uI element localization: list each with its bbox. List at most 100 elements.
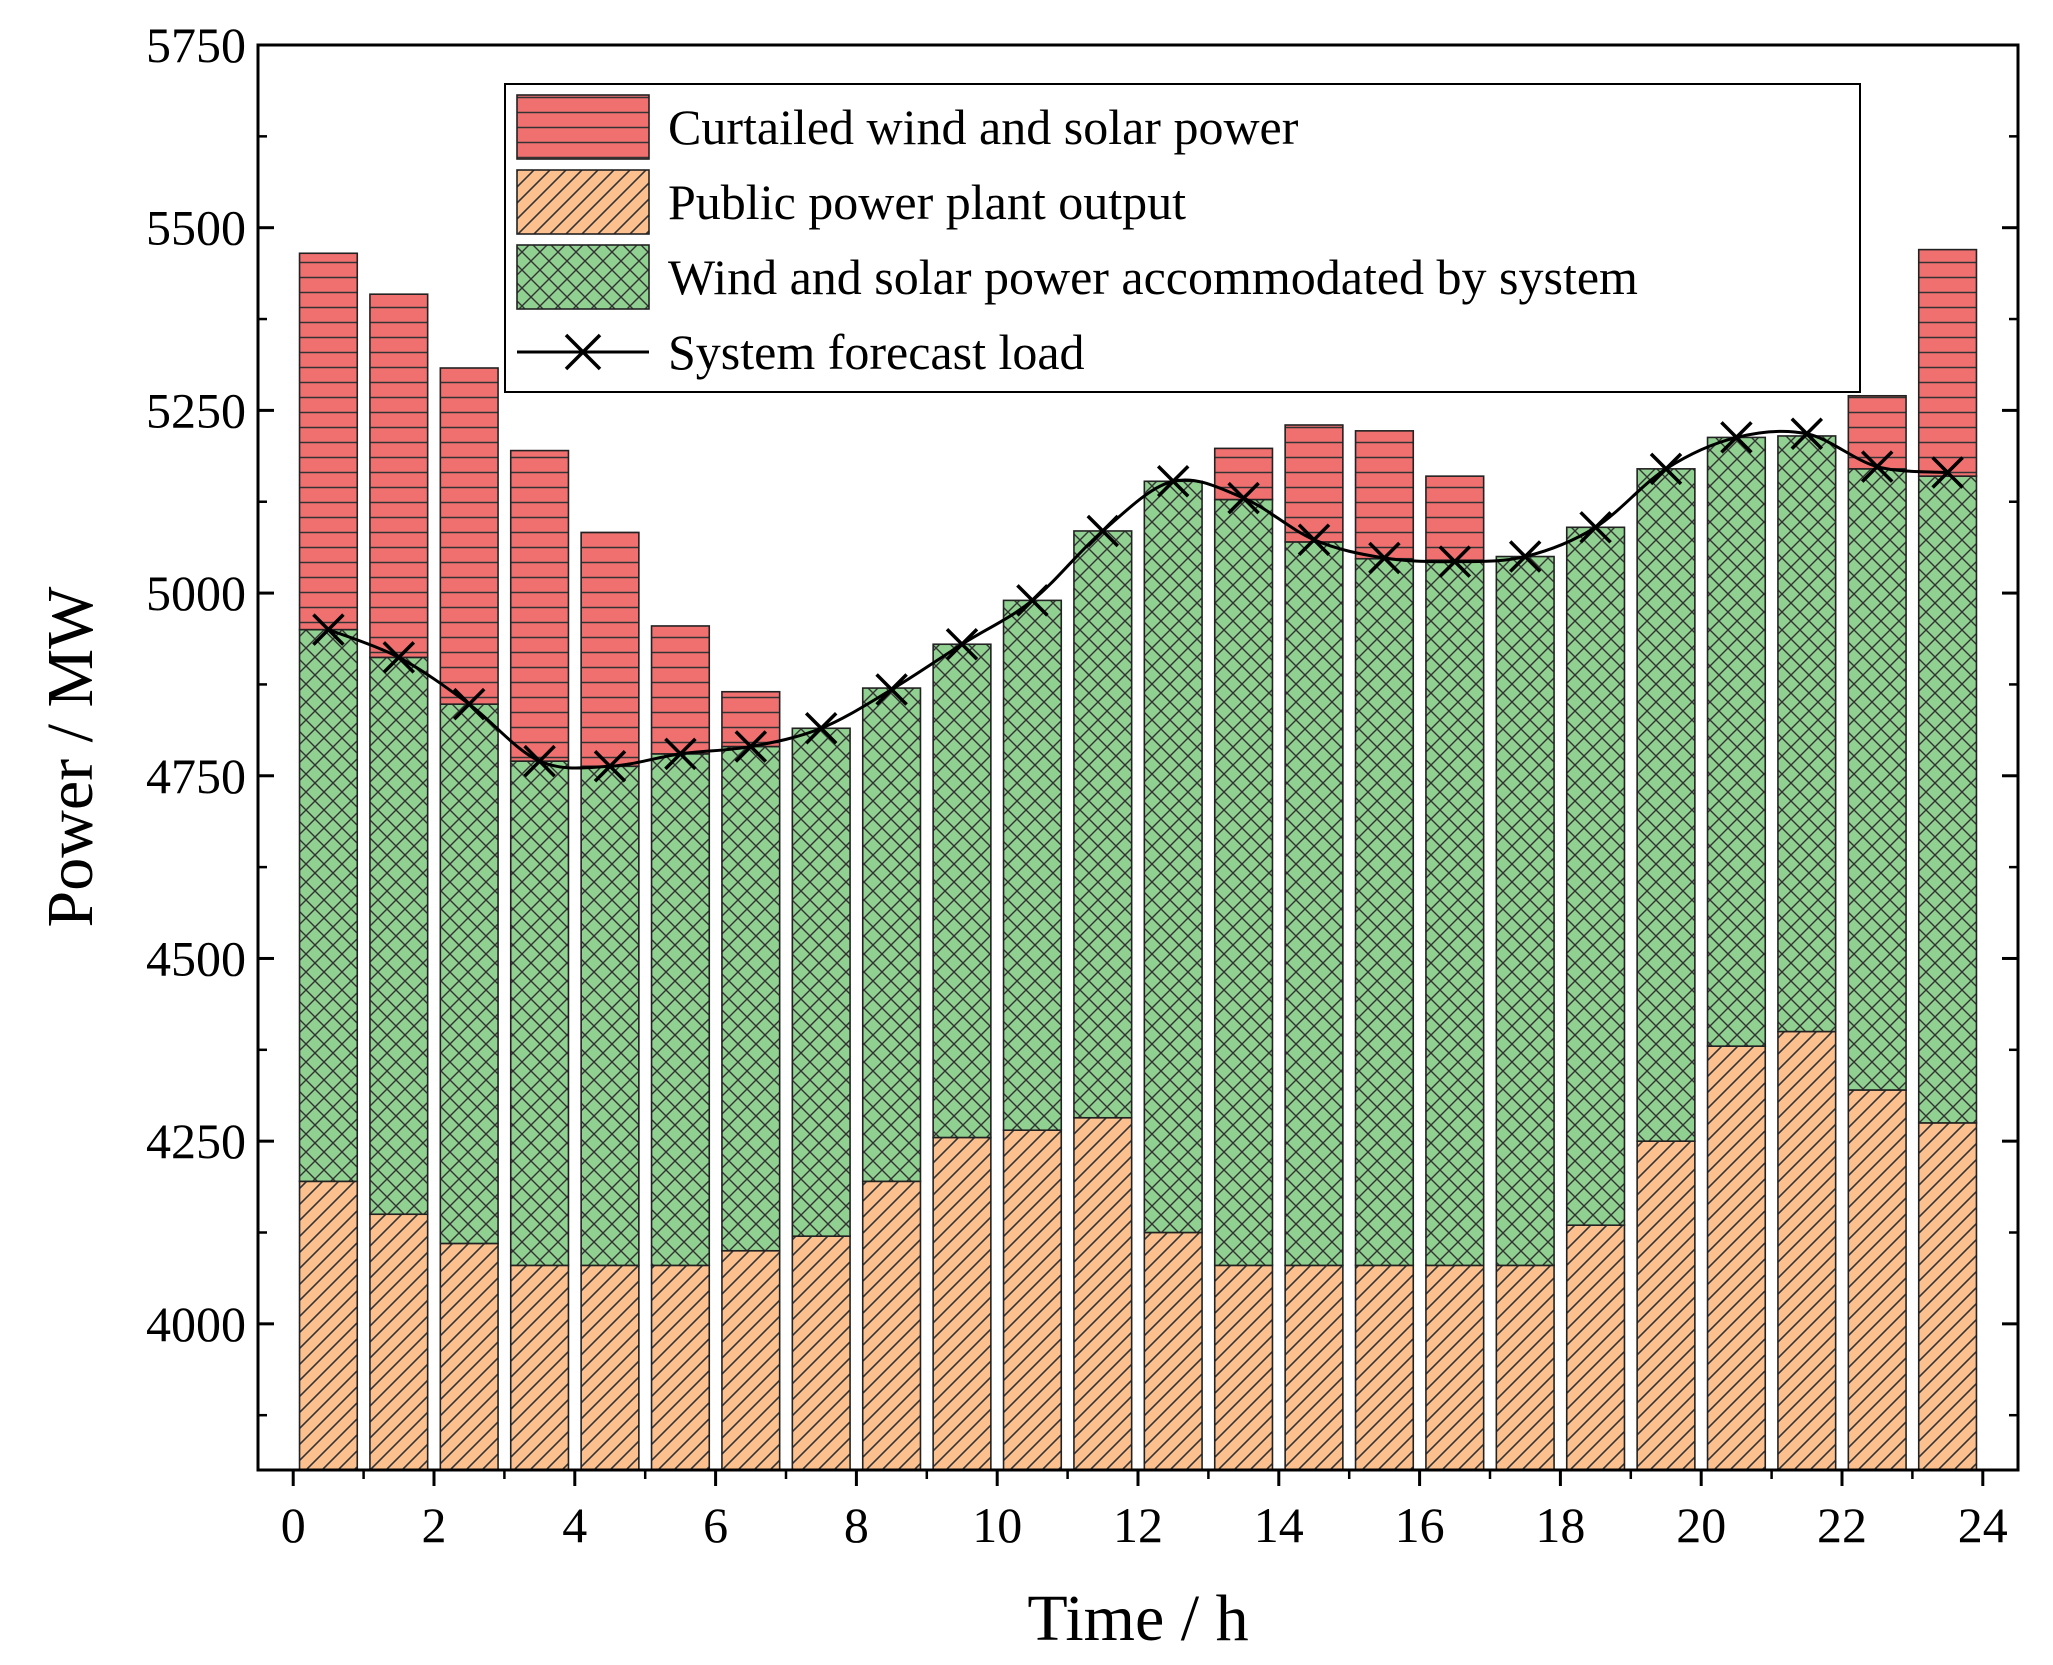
bar-segment-1-19 bbox=[1565, 1224, 1626, 1471]
bar-segment-1-7 bbox=[721, 1249, 781, 1471]
forecast-marker-15 bbox=[1297, 523, 1331, 556]
bar-pattern bbox=[1495, 1264, 1555, 1471]
x-tick-label: 10 bbox=[972, 1497, 1022, 1553]
bar-segment-2-6 bbox=[650, 753, 711, 1267]
bar-segment-2-21 bbox=[1706, 436, 1767, 1047]
x-tick-label: 20 bbox=[1676, 1497, 1726, 1553]
forecast-marker-9 bbox=[875, 673, 908, 706]
legend: Curtailed wind and solar power Public pow… bbox=[504, 83, 1861, 393]
bar-segment-2-1 bbox=[298, 628, 359, 1183]
bar-segment-2-7 bbox=[721, 745, 781, 1252]
bar-segment-3-7 bbox=[721, 690, 781, 748]
bar-pattern bbox=[1917, 248, 1978, 477]
bar-segment-1-20 bbox=[1636, 1140, 1696, 1471]
bar-pattern bbox=[791, 1235, 851, 1471]
bar-segment-2-15 bbox=[1284, 541, 1344, 1267]
bar-pattern bbox=[1213, 1264, 1274, 1471]
bar-segment-3-4 bbox=[509, 449, 570, 762]
bar-pattern bbox=[1495, 555, 1555, 1267]
bar-segment-2-14 bbox=[1213, 498, 1274, 1267]
bar-segment-2-3 bbox=[439, 703, 499, 1245]
bar-segment-1-15 bbox=[1284, 1264, 1344, 1471]
x-tick-label: 14 bbox=[1254, 1497, 1304, 1553]
x-tick-label: 0 bbox=[281, 1497, 306, 1553]
bar-segment-2-11 bbox=[1002, 599, 1063, 1131]
bar-pattern bbox=[1143, 1231, 1203, 1471]
y-tick-label: 5250 bbox=[146, 382, 246, 438]
bar-pattern bbox=[1706, 436, 1767, 1047]
bar-segment-1-24 bbox=[1917, 1122, 1978, 1471]
bar-pattern bbox=[1425, 1264, 1485, 1471]
bar-segment-2-13 bbox=[1143, 480, 1203, 1234]
bar-pattern bbox=[1284, 1264, 1344, 1471]
bar-pattern bbox=[1777, 1030, 1837, 1471]
bar-segment-2-22 bbox=[1777, 435, 1837, 1033]
bar-pattern bbox=[1847, 394, 1907, 470]
bar-pattern bbox=[1073, 530, 1133, 1119]
bar-segment-3-1 bbox=[298, 252, 359, 631]
bar-pattern bbox=[439, 367, 499, 705]
bar-pattern bbox=[1073, 1116, 1133, 1471]
bar-segment-3-3 bbox=[439, 367, 499, 705]
forecast-marker-2 bbox=[382, 641, 416, 674]
bar-pattern bbox=[580, 1264, 640, 1471]
bar-pattern bbox=[1425, 559, 1485, 1267]
bar-pattern bbox=[1002, 599, 1063, 1131]
bar-pattern bbox=[721, 745, 781, 1252]
bar-pattern bbox=[509, 1264, 570, 1471]
bar-pattern bbox=[1213, 498, 1274, 1267]
bar-pattern bbox=[1213, 447, 1274, 501]
legend-swatch bbox=[516, 94, 650, 160]
bar-pattern bbox=[509, 760, 570, 1267]
bar-segment-2-18 bbox=[1495, 555, 1555, 1267]
bar-segment-1-9 bbox=[861, 1180, 922, 1471]
bar-segment-1-16 bbox=[1354, 1264, 1415, 1471]
bar-segment-1-23 bbox=[1847, 1089, 1907, 1471]
x-tick-label: 12 bbox=[1113, 1497, 1163, 1553]
bar-segment-1-10 bbox=[932, 1136, 992, 1471]
forecast-marker-10 bbox=[945, 627, 979, 661]
bar-pattern bbox=[861, 687, 922, 1183]
legend-label: System forecast load bbox=[668, 324, 1085, 380]
bar-pattern bbox=[1917, 475, 1978, 1124]
bar-pattern bbox=[509, 449, 570, 762]
bar-pattern bbox=[932, 1136, 992, 1471]
bar-pattern bbox=[650, 753, 711, 1267]
bar-segment-1-8 bbox=[791, 1235, 851, 1471]
bar-pattern bbox=[580, 765, 640, 1267]
bar-segment-1-12 bbox=[1073, 1116, 1133, 1471]
x-tick-label: 22 bbox=[1817, 1497, 1867, 1553]
bar-pattern bbox=[1143, 480, 1203, 1234]
y-tick-label: 4750 bbox=[146, 748, 246, 804]
forecast-marker-21 bbox=[1720, 421, 1753, 454]
x-tick-label: 16 bbox=[1395, 1497, 1445, 1553]
bar-segment-2-19 bbox=[1565, 526, 1626, 1226]
legend-item-1: Curtailed wind and solar power bbox=[516, 94, 1299, 160]
bar-segment-2-9 bbox=[861, 687, 922, 1183]
bar-pattern bbox=[1847, 468, 1907, 1091]
bar-pattern bbox=[1002, 1129, 1063, 1471]
bar-pattern bbox=[369, 293, 429, 659]
bar-segment-3-23 bbox=[1847, 394, 1907, 470]
bar-segment-1-13 bbox=[1143, 1231, 1203, 1471]
bar-pattern bbox=[1777, 435, 1837, 1033]
x-tick-label: 24 bbox=[1958, 1497, 2008, 1553]
legend-item-3: Wind and solar power accommodated by sys… bbox=[516, 244, 1638, 310]
bar-segment-1-5 bbox=[580, 1264, 640, 1471]
legend-item-2: Public power plant output bbox=[516, 169, 1186, 235]
bar-segment-2-17 bbox=[1425, 559, 1485, 1267]
bar-segment-2-20 bbox=[1636, 468, 1696, 1142]
bar-pattern bbox=[1284, 424, 1344, 543]
x-tick-label: 4 bbox=[562, 1497, 587, 1553]
bar-pattern bbox=[861, 1180, 922, 1471]
bar-segment-2-12 bbox=[1073, 530, 1133, 1119]
bar-pattern bbox=[298, 628, 359, 1183]
bar-segment-1-1 bbox=[298, 1180, 359, 1471]
bar-segment-3-14 bbox=[1213, 447, 1274, 501]
forecast-marker-23 bbox=[1860, 450, 1894, 483]
bar-pattern bbox=[1706, 1045, 1767, 1471]
bar-pattern bbox=[1565, 526, 1626, 1226]
bar-segment-2-8 bbox=[791, 727, 851, 1237]
bar-segment-1-2 bbox=[369, 1213, 429, 1471]
